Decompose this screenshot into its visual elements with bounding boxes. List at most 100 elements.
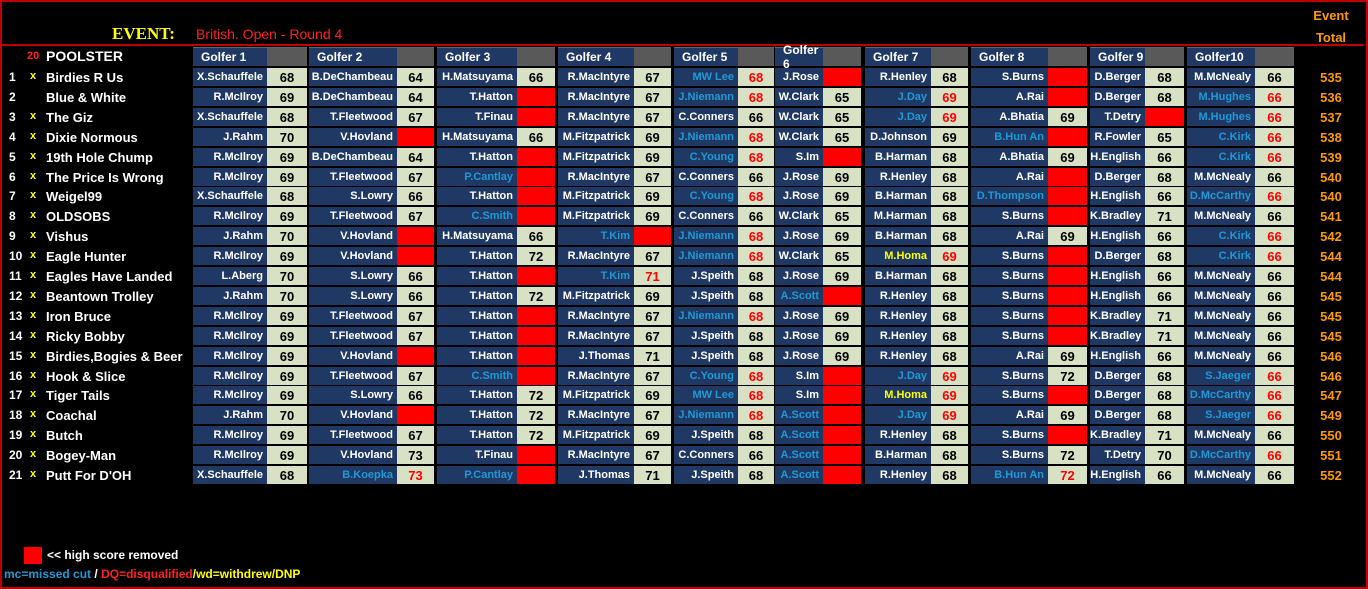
rank-number: 15 — [9, 348, 23, 363]
event-total-cell: 547 — [1320, 388, 1342, 404]
golfer-column-header: Golfer 2 — [309, 47, 434, 66]
golfer-name-cell: B.Harman — [865, 267, 931, 286]
golfer-score-cell: 68 — [738, 247, 774, 267]
golfer-score-cell — [1048, 426, 1087, 446]
golfer-header-label: Golfer 3 — [437, 47, 517, 66]
golfer-score-cell: 73 — [397, 466, 434, 485]
golfer-score-cell: 66 — [397, 187, 434, 207]
golfer-name-cell: C.Conners — [674, 446, 738, 466]
golfer-name-cell: R.McIlroy — [193, 366, 267, 386]
poolster-name: Butch — [46, 428, 83, 444]
golfer-name-cell: J.Niemann — [674, 406, 738, 426]
golfer-name-cell: M.Fitzpatrick — [558, 286, 634, 306]
golfer-name-cell: R.McIlroy — [193, 167, 267, 187]
golfer-score-cell — [823, 366, 861, 386]
golfer-name-cell: B.Hun An — [971, 466, 1048, 485]
rank-number: 10 — [9, 249, 23, 264]
golfer-score-cell: 68 — [738, 466, 774, 485]
golfer-name-cell: M.McNealy — [1187, 286, 1255, 306]
golfer-name-cell: R.Henley — [865, 286, 931, 306]
golfer-name-cell: A.Rai — [971, 406, 1048, 426]
golfer-name-cell: T.Fleetwood — [309, 426, 397, 446]
golfer-name-cell: C.Kirk — [1187, 227, 1255, 247]
golfer-name-cell: S.Burns — [971, 366, 1048, 386]
golfer-name-cell: A.Scott — [775, 426, 823, 446]
golfer-score-cell: 67 — [634, 306, 671, 326]
golfer-name-cell: K.Bradley — [1090, 306, 1145, 326]
paid-marker: x — [30, 288, 37, 301]
golfer-column-header: Golfer 6 — [775, 43, 861, 71]
golfer-name-cell: M.McNealy — [1187, 167, 1255, 187]
golfer-name-cell: K.Bradley — [1090, 326, 1145, 346]
poolster-name: Hook & Slice — [46, 368, 126, 384]
golfer-name-cell: M.Fitzpatrick — [558, 127, 634, 147]
golfer-name-cell: R.Henley — [865, 167, 931, 187]
golfer-score-cell — [1048, 286, 1087, 306]
golfer-name-cell: C.Smith — [437, 207, 517, 227]
rank-number: 3 — [9, 109, 16, 124]
golfer-name-cell: S.Burns — [971, 286, 1048, 306]
golfer-score-cell: 65 — [823, 247, 861, 267]
golfer-score-cell: 66 — [1255, 426, 1294, 446]
golfer-score-cell: 69 — [931, 107, 968, 127]
golfer-name-cell: K.Bradley — [1090, 207, 1145, 227]
golfer-name-cell: M.McNealy — [1187, 326, 1255, 346]
golfer-name-cell: M.Fitzpatrick — [558, 187, 634, 207]
golfer-name-cell: J.Day — [865, 406, 931, 426]
golfer-name-cell: R.MacIntyre — [558, 87, 634, 107]
golfer-name-cell: V.Hovland — [309, 446, 397, 466]
event-label: EVENT: — [112, 24, 175, 43]
golfer-name-cell: T.Hatton — [437, 306, 517, 326]
golfer-name-cell: T.Finau — [437, 107, 517, 127]
golfer-name-cell: T.Fleetwood — [309, 167, 397, 187]
golfer-score-cell: 69 — [267, 446, 307, 466]
header-divider — [2, 44, 1364, 46]
golfer-score-cell — [1048, 187, 1087, 207]
golfer-score-cell: 68 — [267, 466, 307, 485]
golfer-score-cell: 68 — [738, 87, 774, 107]
golfer-name-cell: D.Johnson — [865, 127, 931, 147]
golfer-score-cell — [517, 267, 555, 286]
golfer-score-cell: 72 — [517, 406, 555, 426]
golfer-score-cell: 67 — [397, 207, 434, 227]
golfer-name-cell: A.Scott — [775, 466, 823, 485]
golfer-name-cell: B.Harman — [865, 187, 931, 207]
golfer-score-cell: 69 — [267, 207, 307, 227]
golfer-score-cell — [397, 346, 434, 366]
golfer-name-cell: J.Niemann — [674, 247, 738, 267]
golfer-name-cell: J.Niemann — [674, 227, 738, 247]
event-total-cell: 551 — [1320, 448, 1342, 464]
golfer-name-cell: V.Hovland — [309, 127, 397, 147]
golfer-column-header: Golfer 5 — [674, 47, 774, 66]
golfer-name-cell: R.McIlroy — [193, 386, 267, 406]
golfer-score-cell: 66 — [1255, 346, 1294, 366]
golfer-score-cell — [517, 187, 555, 207]
golfer-name-cell: R.MacIntyre — [558, 446, 634, 466]
poolster-name: The Price Is Wrong — [46, 169, 164, 185]
golfer-name-cell: J.Thomas — [558, 346, 634, 366]
poolster-name: Tiger Tails — [46, 388, 110, 404]
golfer-score-cell — [397, 127, 434, 147]
golfer-score-cell: 68 — [738, 227, 774, 247]
golfer-score-cell: 66 — [1255, 366, 1294, 386]
rank-number: 17 — [9, 388, 23, 403]
golfer-name-cell: J.Rose — [775, 187, 823, 207]
table-row: 19 x Butch R.McIlroy 69 T.Fleetwood 67 T.Hatton… — [0, 426, 1368, 446]
golfer-name-cell: M.Hughes — [1187, 87, 1255, 107]
golfer-score-cell: 68 — [931, 68, 968, 87]
golfer-score-cell: 68 — [1145, 247, 1184, 267]
golfer-score-cell: 68 — [738, 306, 774, 326]
golfer-name-cell: A.Scott — [775, 406, 823, 426]
golfer-name-cell: J.Niemann — [674, 127, 738, 147]
poolster-name: Eagles Have Landed — [46, 269, 173, 284]
golfer-score-cell — [823, 406, 861, 426]
golfer-score-cell: 66 — [738, 107, 774, 127]
golfer-name-cell: R.MacIntyre — [558, 68, 634, 87]
golfer-score-cell — [517, 466, 555, 485]
golfer-score-cell — [1048, 247, 1087, 267]
golfer-score-cell: 66 — [1145, 286, 1184, 306]
golfer-score-cell: 68 — [931, 346, 968, 366]
golfer-score-cell: 72 — [1048, 466, 1087, 485]
paid-marker: x — [30, 348, 37, 361]
golfer-name-cell: D.Berger — [1090, 386, 1145, 406]
